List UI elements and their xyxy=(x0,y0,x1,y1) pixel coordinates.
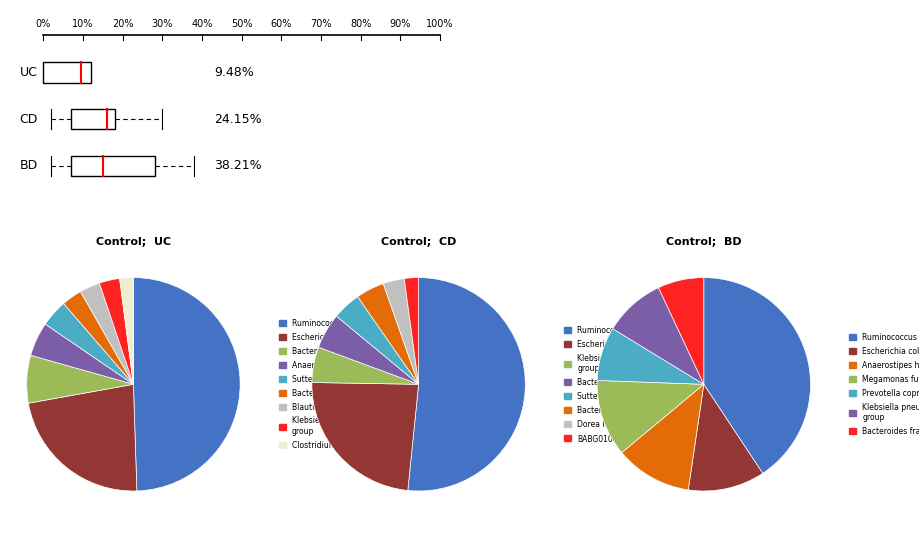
Wedge shape xyxy=(383,278,418,384)
Text: 50%: 50% xyxy=(231,19,253,29)
Text: 24.15%: 24.15% xyxy=(214,113,261,126)
Text: 60%: 60% xyxy=(270,19,292,29)
Wedge shape xyxy=(407,278,525,491)
Text: 80%: 80% xyxy=(350,19,371,29)
Bar xyxy=(71,155,154,176)
Text: 20%: 20% xyxy=(112,19,133,29)
Wedge shape xyxy=(133,278,240,491)
Wedge shape xyxy=(81,283,133,384)
Text: 30%: 30% xyxy=(152,19,173,29)
Wedge shape xyxy=(658,278,703,384)
Wedge shape xyxy=(99,278,133,384)
Wedge shape xyxy=(357,284,418,384)
Text: BD: BD xyxy=(19,159,38,172)
Title: Control;  CD: Control; CD xyxy=(380,237,456,248)
Wedge shape xyxy=(312,383,418,490)
Wedge shape xyxy=(27,355,133,403)
Bar xyxy=(71,109,115,130)
Legend: Ruminococcus gnavus, Escherichia coli group, Bacteroides vulgatus, Anaerostipes : Ruminococcus gnavus, Escherichia coli gr… xyxy=(276,316,396,453)
Text: UC: UC xyxy=(19,66,38,79)
Legend: Ruminococcus gnavus, Escherichia coli group, Klebsiella pneumoniae
group, Bacter: Ruminococcus gnavus, Escherichia coli gr… xyxy=(561,323,681,446)
Text: CD: CD xyxy=(19,113,38,126)
Wedge shape xyxy=(703,278,810,473)
Text: 0%: 0% xyxy=(36,19,51,29)
Text: 100%: 100% xyxy=(425,19,453,29)
Legend: Ruminococcus gnavus, Escherichia coli group, Anaerostipes hadrus, Megamonas funi: Ruminococcus gnavus, Escherichia coli gr… xyxy=(845,329,919,439)
Bar xyxy=(43,62,91,83)
Text: 70%: 70% xyxy=(310,19,332,29)
Wedge shape xyxy=(45,304,133,384)
Wedge shape xyxy=(30,324,133,384)
Wedge shape xyxy=(119,278,133,384)
Wedge shape xyxy=(612,288,703,384)
Wedge shape xyxy=(621,384,703,490)
Text: 90%: 90% xyxy=(390,19,411,29)
Text: 9.48%: 9.48% xyxy=(214,66,254,79)
Wedge shape xyxy=(403,278,418,384)
Title: Control;  UC: Control; UC xyxy=(96,237,171,248)
Wedge shape xyxy=(312,347,418,384)
Text: 40%: 40% xyxy=(191,19,212,29)
Wedge shape xyxy=(318,316,418,384)
Text: 38.21%: 38.21% xyxy=(214,159,261,172)
Text: 10%: 10% xyxy=(73,19,94,29)
Wedge shape xyxy=(28,384,137,491)
Title: Control;  BD: Control; BD xyxy=(665,237,741,248)
Wedge shape xyxy=(336,296,418,384)
Wedge shape xyxy=(63,292,133,384)
Wedge shape xyxy=(687,384,762,491)
Wedge shape xyxy=(596,380,703,452)
Wedge shape xyxy=(596,329,703,384)
